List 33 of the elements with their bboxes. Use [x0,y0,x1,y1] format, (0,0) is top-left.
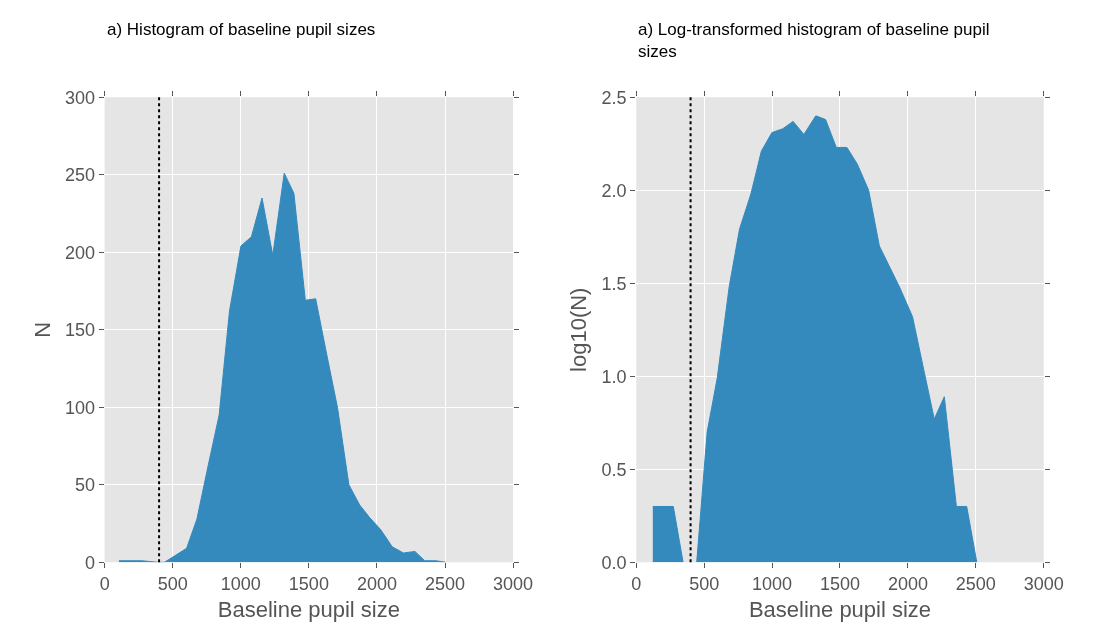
y-tick-label: 0.5 [601,459,627,480]
y-tick-label: 2.5 [601,87,627,108]
y-tick-label: 50 [75,475,96,496]
x-tick-label: 1500 [288,573,329,594]
x-tick-label: 0 [631,573,642,594]
x-tick-label: 2500 [955,573,996,594]
x-tick-label: 2000 [356,573,397,594]
x-tick-label: 1000 [752,573,793,594]
y-tick-label: 0.0 [601,552,627,573]
x-tick-label: 1500 [819,573,861,594]
y-axis-title: N [29,321,55,338]
x-tick-label: 1000 [220,573,261,594]
x-axis-title: Baseline pupil size [217,596,400,622]
y-tick-label: 150 [64,320,96,341]
y-tick-label: 300 [64,87,96,108]
y-tick-label: 200 [64,242,96,263]
y-tick-label: 0 [85,552,96,573]
y-tick-label: 2.0 [601,180,627,201]
y-tick-label: 1.0 [601,366,627,387]
x-tick-label: 0 [99,573,110,594]
y-tick-label: 100 [64,397,96,418]
y-axis-title: log10(N) [566,287,592,372]
chart-title: a) Log-transformed histogram of baseline pupil sizes [638,20,990,62]
y-tick-label: 250 [64,165,96,186]
x-tick-label: 500 [689,573,720,594]
x-tick-label: 3000 [493,573,534,594]
x-axis-title: Baseline pupil size [748,596,932,622]
y-tick-label: 1.5 [601,273,627,294]
x-tick-label: 3000 [1023,573,1064,594]
x-tick-label: 2000 [887,573,928,594]
chart-title: a) Histogram of baseline pupil sizes [107,20,376,39]
x-tick-label: 2500 [425,573,466,594]
x-tick-label: 500 [157,573,188,594]
